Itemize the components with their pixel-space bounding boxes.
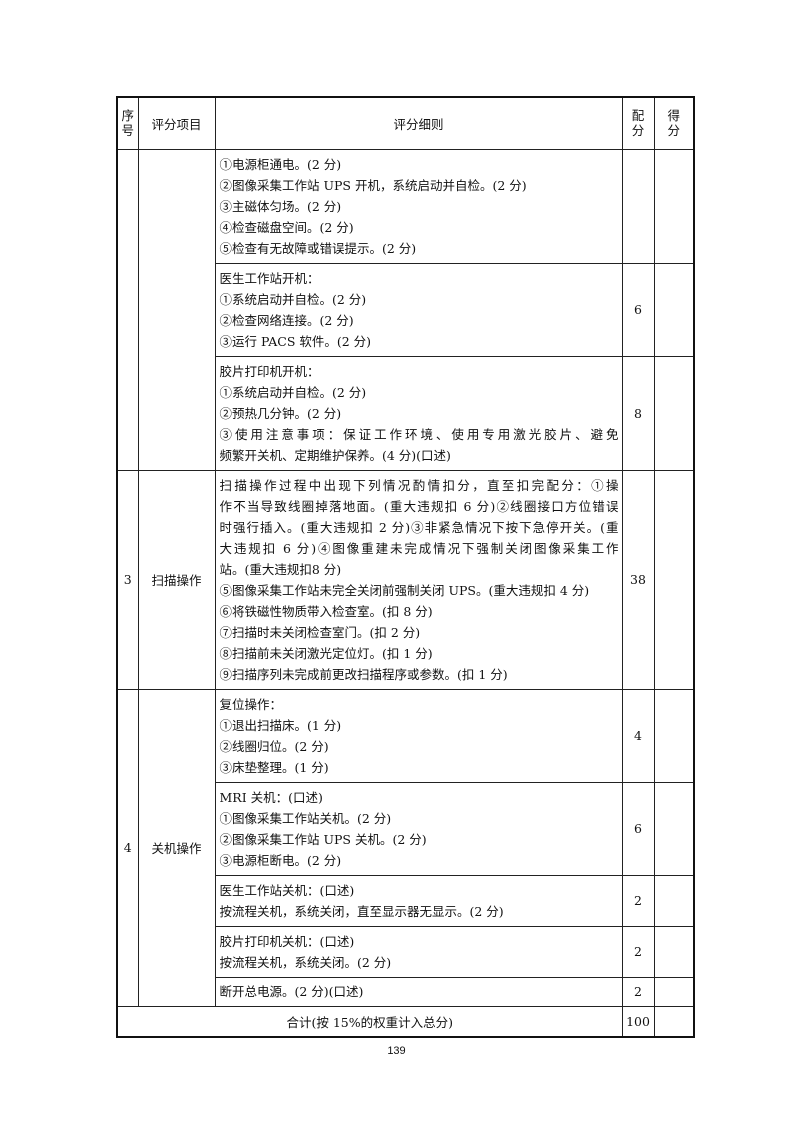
table-row: 断开总电源。(2 分)(口述) 2 [117, 976, 695, 1007]
detail-line: ⑨扫描序列未完成前更改扫描程序或参数。(扣 1 分) [219, 666, 508, 682]
detail-line: ④检查磁盘空间。(2 分) [219, 219, 354, 235]
detail-line: ②图像采集工作站 UPS 开机，系统启动并自检。(2 分) [219, 177, 527, 193]
detail-cell: 医生工作站开机： ①系统启动并自检。(2 分) ②检查网络连接。(2 分) ③运… [214, 262, 623, 357]
detail-line: 按流程关机，系统关闭。(2 分) [219, 954, 392, 970]
total-label: 合计(按 15%的权重计入总分) [116, 1005, 623, 1038]
got-cell[interactable] [653, 925, 695, 978]
header-score: 配分 [621, 96, 655, 150]
got-cell[interactable] [653, 874, 695, 927]
detail-line: ⑥将铁磁性物质带入检查室。(扣 8 分) [219, 603, 433, 619]
detail-line: 站。(重大违规扣8 分) [219, 561, 342, 577]
detail-line: MRI 关机：(口述) [219, 789, 323, 805]
detail-line: ③主磁体匀场。(2 分) [219, 198, 342, 214]
detail-line: ①系统启动并自检。(2 分) [219, 291, 367, 307]
detail-line: 作不当导致线圈掉落地面。(重大违规扣 6 分)②线圈接口方位错误 [219, 498, 619, 514]
got-cell[interactable] [653, 355, 695, 471]
detail-line: ③使用注意事项：保证工作环境、使用专用激光胶片、避免 [219, 426, 619, 442]
header-row: 序号 评分项目 评分细则 配分 得分 [116, 96, 695, 150]
table-row: 医生工作站开机： ①系统启动并自检。(2 分) ②检查网络连接。(2 分) ③运… [117, 262, 695, 357]
header-item: 评分项目 [137, 96, 216, 150]
detail-line: ①图像采集工作站关机。(2 分) [219, 810, 392, 826]
detail-line: ②检查网络连接。(2 分) [219, 312, 354, 328]
total-got-cell[interactable] [653, 1005, 695, 1038]
detail-cell: 复位操作： ①退出扫描床。(1 分) ②线圈归位。(2 分) ③床垫整理。(1 … [214, 688, 623, 783]
scoring-table: 序号 评分项目 评分细则 配分 得分 ①电源柜通电。(2 分) ②图像采集工作站… [116, 96, 695, 1038]
seq-cell: 4 [116, 688, 139, 1007]
got-cell[interactable] [653, 781, 695, 876]
detail-line: 胶片打印机开机： [219, 363, 320, 379]
detail-line: ①退出扫描床。(1 分) [219, 717, 342, 733]
item-cell: 关机操作 [137, 688, 216, 1007]
detail-line: 胶片打印机关机：(口述) [219, 933, 355, 949]
detail-line: 扫描操作过程中出现下列情况酌情扣分，直至扣完配分：①操 [219, 477, 619, 493]
detail-line: 医生工作站关机：(口述) [219, 882, 355, 898]
detail-cell: ①电源柜通电。(2 分) ②图像采集工作站 UPS 开机，系统启动并自检。(2 … [214, 148, 623, 264]
detail-line: ①电源柜通电。(2 分) [219, 156, 342, 172]
detail-cell: 医生工作站关机：(口述) 按流程关机，系统关闭，直至显示器无显示。(2 分) [214, 874, 623, 927]
item-cell [137, 148, 216, 471]
score-cell [621, 148, 655, 264]
table-row: 4 关机操作 复位操作： ①退出扫描床。(1 分) ②线圈归位。(2 分) ③床… [116, 688, 695, 1007]
total-score: 100 [621, 1005, 655, 1038]
table-row: 胶片打印机开机： ①系统启动并自检。(2 分) ②预热几分钟。(2 分) ③使用… [117, 355, 695, 471]
detail-line: ⑤检查有无故障或错误提示。(2 分) [219, 240, 417, 256]
got-cell[interactable] [653, 469, 695, 690]
score-cell: 2 [621, 976, 655, 1007]
score-cell: 4 [621, 688, 655, 783]
total-row: 合计(按 15%的权重计入总分) 100 [116, 1005, 695, 1038]
score-cell: 6 [621, 262, 655, 357]
detail-line: ⑦扫描时未关闭检查室门。(扣 2 分) [219, 624, 421, 640]
detail-cell: 胶片打印机关机：(口述) 按流程关机，系统关闭。(2 分) [214, 925, 623, 978]
header-got: 得分 [653, 96, 695, 150]
detail-cell: 扫描操作过程中出现下列情况酌情扣分，直至扣完配分：①操 作不当导致线圈掉落地面。… [214, 469, 623, 690]
detail-line: ③床垫整理。(1 分) [219, 759, 329, 775]
score-cell: 2 [621, 874, 655, 927]
table-row: 医生工作站关机：(口述) 按流程关机，系统关闭，直至显示器无显示。(2 分) 2 [117, 874, 695, 927]
table-row: 3 扫描操作 扫描操作过程中出现下列情况酌情扣分，直至扣完配分：①操 作不当导致… [116, 469, 695, 690]
detail-line: ②预热几分钟。(2 分) [219, 405, 342, 421]
got-cell[interactable] [653, 688, 695, 783]
seq-cell: 3 [116, 469, 139, 690]
got-cell[interactable] [653, 262, 695, 357]
detail-line: ③运行 PACS 软件。(2 分) [219, 333, 372, 349]
detail-line: 频繁开关机、定期维护保养。(4 分)(口述) [219, 447, 451, 463]
detail-cell: MRI 关机：(口述) ①图像采集工作站关机。(2 分) ②图像采集工作站 UP… [214, 781, 623, 876]
score-cell: 6 [621, 781, 655, 876]
detail-line: ⑤图像采集工作站未完全关闭前强制关闭 UPS。(重大违规扣 4 分) [219, 582, 590, 598]
item-cell: 扫描操作 [137, 469, 216, 690]
score-cell: 2 [621, 925, 655, 978]
detail-cell: 胶片打印机开机： ①系统启动并自检。(2 分) ②预热几分钟。(2 分) ③使用… [214, 355, 623, 471]
detail-line: ②线圈归位。(2 分) [219, 738, 329, 754]
detail-line: 断开总电源。(2 分)(口述) [219, 984, 364, 999]
score-cell: 38 [621, 469, 655, 690]
detail-line: 时强行插入。(重大违规扣 2 分)③非紧急情况下按下急停开关。(重 [219, 519, 619, 535]
header-seq: 序号 [116, 96, 139, 150]
detail-line: ②图像采集工作站 UPS 关机。(2 分) [219, 831, 427, 847]
page-number: 139 [387, 1045, 406, 1057]
detail-line: ③电源柜断电。(2 分) [219, 852, 342, 868]
seq-cell [116, 148, 139, 471]
table-row: 胶片打印机关机：(口述) 按流程关机，系统关闭。(2 分) 2 [117, 925, 695, 978]
detail-line: ⑧扫描前未关闭激光定位灯。(扣 1 分) [219, 645, 433, 661]
detail-line: 复位操作： [219, 696, 283, 712]
detail-line: 医生工作站开机： [219, 270, 320, 286]
score-cell: 8 [621, 355, 655, 471]
detail-line: ①系统启动并自检。(2 分) [219, 384, 367, 400]
detail-line: 大违规扣 6 分)④图像重建未完成情况下强制关闭图像采集工作 [219, 540, 619, 556]
got-cell[interactable] [653, 148, 695, 264]
detail-cell: 断开总电源。(2 分)(口述) [214, 976, 623, 1007]
table-row: ①电源柜通电。(2 分) ②图像采集工作站 UPS 开机，系统启动并自检。(2 … [116, 148, 695, 471]
header-detail: 评分细则 [214, 96, 623, 150]
got-cell[interactable] [653, 976, 695, 1007]
detail-line: 按流程关机，系统关闭，直至显示器无显示。(2 分) [219, 903, 504, 919]
table-row: MRI 关机：(口述) ①图像采集工作站关机。(2 分) ②图像采集工作站 UP… [117, 781, 695, 876]
